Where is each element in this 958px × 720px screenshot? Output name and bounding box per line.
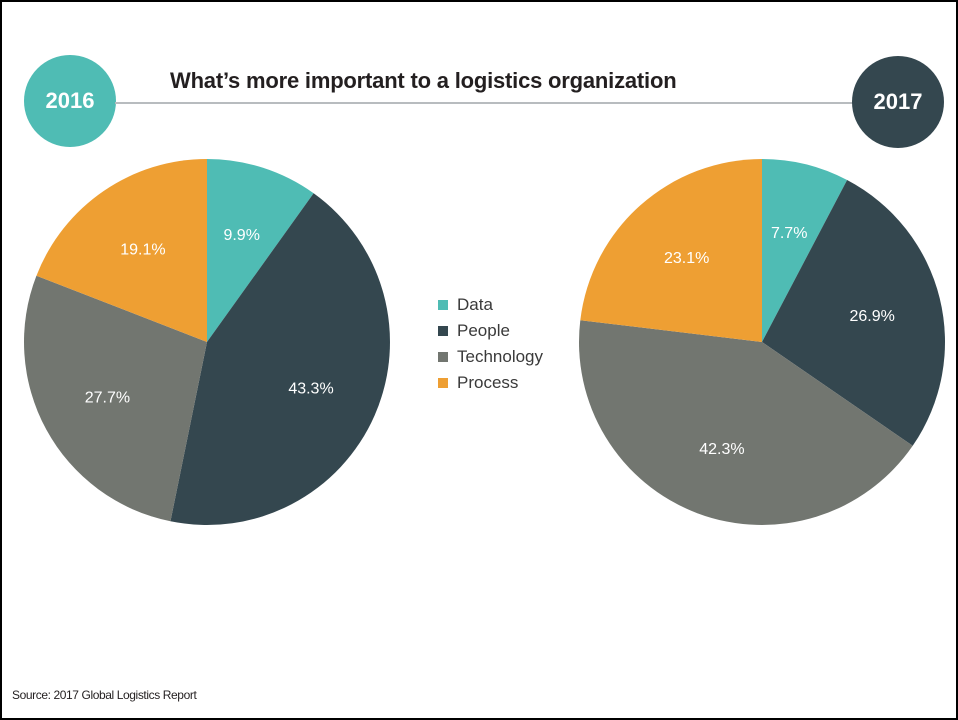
pie-slice-process bbox=[580, 159, 762, 342]
legend-item-data: Data bbox=[438, 292, 543, 318]
slice-label-technology: 27.7% bbox=[85, 389, 130, 406]
legend: Data People Technology Process bbox=[438, 292, 543, 396]
pie-slice-technology bbox=[578, 320, 913, 526]
pie-slice-data bbox=[762, 159, 848, 342]
legend-label-process: Process bbox=[457, 373, 519, 392]
chart-title: What’s more important to a logistics org… bbox=[170, 68, 677, 93]
slice-label-process: 23.1% bbox=[664, 250, 709, 267]
pie-slice-people bbox=[762, 180, 946, 446]
pie-slice-people bbox=[170, 193, 390, 525]
slice-label-people: 26.9% bbox=[850, 308, 895, 325]
slice-label-process: 19.1% bbox=[120, 241, 165, 258]
pie-slice-process bbox=[36, 159, 208, 342]
title-divider bbox=[115, 102, 855, 104]
legend-swatch-data bbox=[438, 300, 448, 310]
legend-swatch-process bbox=[438, 378, 448, 388]
slice-label-data: 7.7% bbox=[771, 225, 807, 242]
legend-label-people: People bbox=[457, 321, 510, 340]
pie-slice-data bbox=[207, 159, 314, 342]
legend-item-process: Process bbox=[438, 370, 543, 396]
pie-chart-2016: 9.9% 43.3% 27.7% 19.1% bbox=[23, 159, 390, 525]
pie-slice-technology bbox=[23, 275, 208, 522]
slice-label-data: 9.9% bbox=[223, 227, 259, 244]
pie-chart-2017: 7.7% 26.9% 42.3% 23.1% bbox=[578, 159, 946, 526]
legend-item-people: People bbox=[438, 318, 543, 344]
year-badge-2017: 2017 bbox=[852, 56, 944, 148]
legend-swatch-technology bbox=[438, 352, 448, 362]
legend-item-technology: Technology bbox=[438, 344, 543, 370]
slice-label-people: 43.3% bbox=[288, 380, 333, 397]
legend-label-data: Data bbox=[457, 295, 493, 314]
slice-label-technology: 42.3% bbox=[699, 441, 744, 458]
legend-swatch-people bbox=[438, 326, 448, 336]
year-badge-2016: 2016 bbox=[24, 55, 116, 147]
legend-label-technology: Technology bbox=[457, 347, 544, 366]
source-note: Source: 2017 Global Logistics Report bbox=[12, 688, 197, 702]
